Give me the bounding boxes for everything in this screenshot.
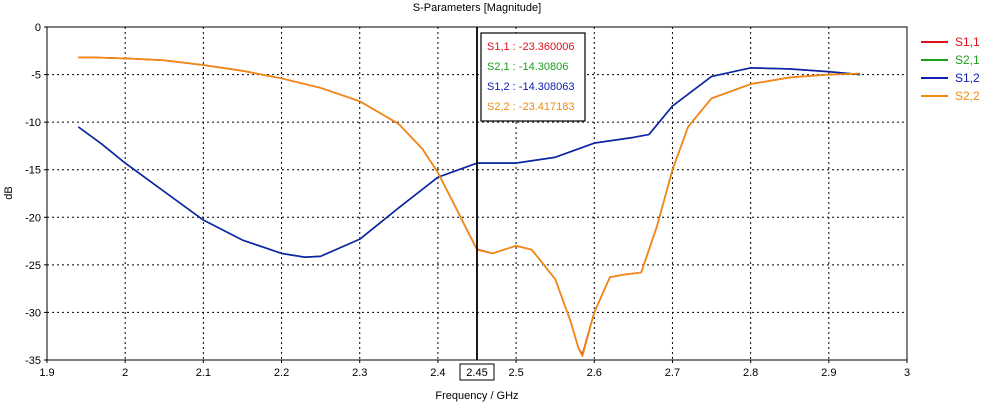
x-axis-title: Frequency / GHz: [435, 390, 518, 402]
x-tick-label: 2.7: [665, 367, 680, 379]
x-tick-label: 3: [904, 367, 910, 379]
marker-readout: S2,1 : -14.30806: [487, 61, 568, 73]
x-tick-label: 2.5: [508, 367, 523, 379]
x-tick-label: 2.3: [352, 367, 367, 379]
marker-label: 2.45: [466, 367, 487, 379]
x-tick-label: 2.6: [587, 367, 602, 379]
plot-area: 2.45 S1,1 : -23.360006 S2,1 : -14.30806 S1,…: [46, 26, 908, 381]
x-tick-label: 2.9: [821, 367, 836, 379]
x-tick-label: 2.4: [430, 367, 445, 379]
x-axis-ticks: 1.9 2 2.1 2.2 2.3 2.4 2.5 2.6 2.7 2.8 2.9 3: [39, 360, 910, 379]
legend: S1,1 S2,1 S1,2 S2,2: [921, 35, 980, 103]
legend-label: S2,1: [955, 53, 980, 67]
x-tick-label: 2.2: [274, 367, 289, 379]
legend-label: S1,2: [955, 71, 980, 85]
marker-readout-box: [480, 32, 586, 122]
y-tick-label: -35: [25, 355, 41, 367]
y-tick-label: -10: [25, 117, 41, 129]
marker-readout: S1,1 : -23.360006: [487, 41, 574, 53]
y-tick-label: -5: [31, 70, 41, 82]
series-lines: [77, 56, 861, 358]
x-tick-label: 2.8: [743, 367, 758, 379]
frequency-marker[interactable]: 2.45 S1,1 : -23.360006 S2,1 : -14.30806 S1,…: [459, 27, 586, 381]
y-tick-label: -20: [25, 212, 41, 224]
x-tick-label: 2.1: [196, 367, 211, 379]
y-axis-ticks: 0 -5 -10 -15 -20 -25 -30 -35: [25, 22, 47, 367]
y-tick-label: -30: [25, 307, 41, 319]
x-tick-label: 2: [122, 367, 128, 379]
y-tick-label: -25: [25, 260, 41, 272]
y-axis-title: dB: [3, 186, 15, 199]
y-tick-label: -15: [25, 165, 41, 177]
legend-label: S1,1: [955, 35, 980, 49]
marker-readout: S2,2 : -23.417183: [487, 101, 574, 113]
marker-readout: S1,2 : -14.308063: [487, 81, 574, 93]
series-line-S1-2: [77, 67, 861, 259]
series-line-S2-2: [78, 56, 861, 358]
x-tick-label: 1.9: [39, 367, 54, 379]
legend-label: S2,2: [955, 89, 980, 103]
chart-title: S-Parameters [Magnitude]: [413, 2, 541, 14]
y-tick-label: 0: [35, 22, 41, 34]
marker-label-box: [459, 363, 495, 381]
